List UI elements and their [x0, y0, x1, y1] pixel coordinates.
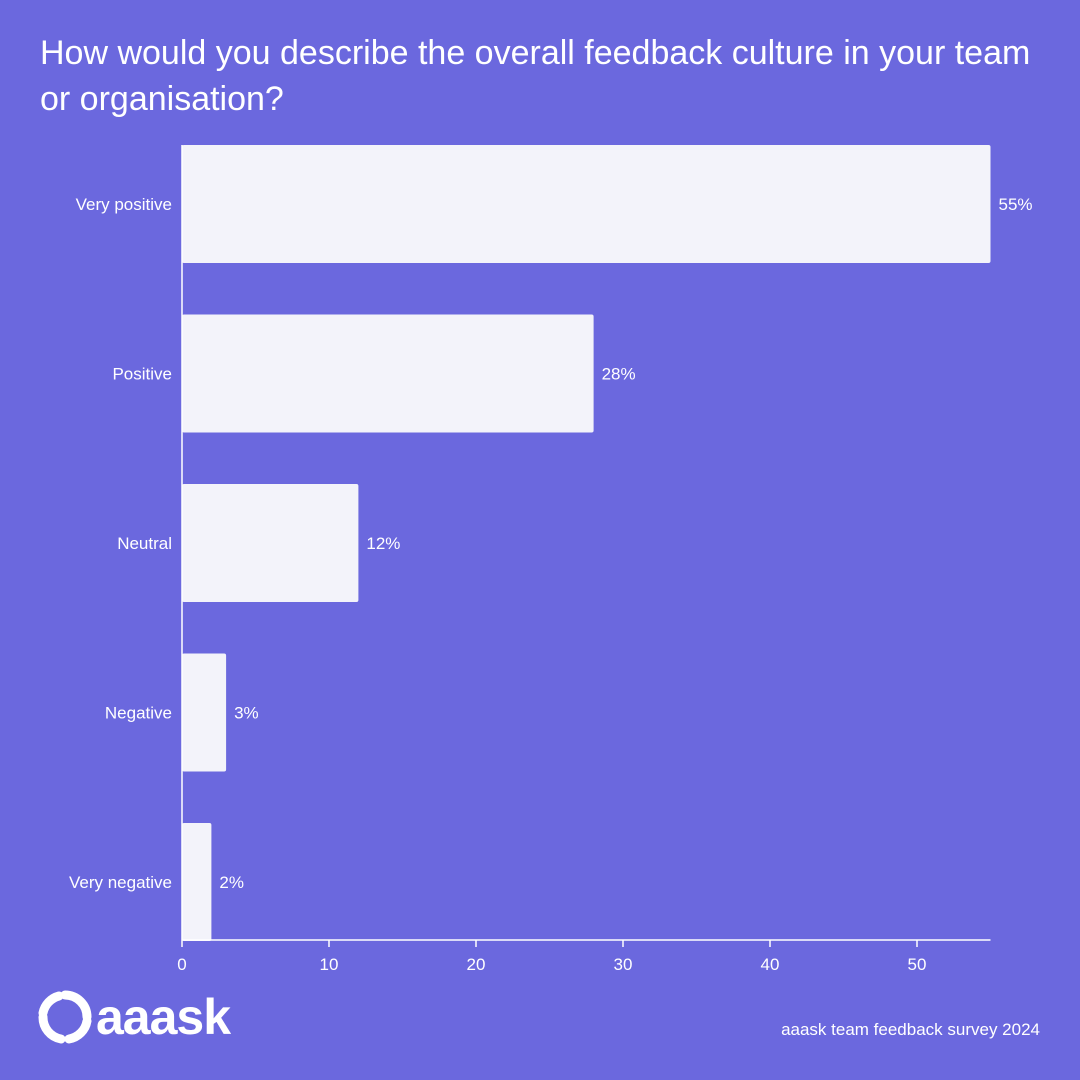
category-label: Very positive: [76, 195, 172, 214]
chart-title: How would you describe the overall feedb…: [40, 34, 1031, 118]
x-tick-label: 30: [614, 955, 633, 974]
data-label: 55%: [999, 195, 1033, 214]
brand-logo: aaask: [38, 989, 231, 1045]
bars-layer: Very positive 55% Positive 28% Neutral 12% Neg…: [69, 145, 1033, 941]
x-tick-label: 10: [320, 955, 339, 974]
source-note: aaask team feedback survey 2024: [781, 1020, 1040, 1039]
category-label: Negative: [105, 704, 172, 723]
axis-layer: 0 10 20 30 40 50: [177, 145, 991, 974]
bar-neutral: [182, 484, 359, 602]
x-tick-label: 40: [761, 955, 780, 974]
category-label: Neutral: [117, 534, 172, 553]
data-label: 2%: [219, 873, 244, 892]
logo-text: aaask: [96, 989, 231, 1045]
x-tick-label: 20: [467, 955, 486, 974]
x-tick-label: 0: [177, 955, 186, 974]
data-label: 3%: [234, 704, 259, 723]
bar-negative: [182, 653, 227, 772]
x-tick-label: 50: [908, 955, 927, 974]
aaask-ring-icon: [38, 990, 92, 1044]
category-label: Positive: [112, 365, 172, 384]
data-label: 28%: [602, 365, 636, 384]
bar-chart: Very positive 55% Positive 28% Neutral 12% Neg…: [69, 145, 1033, 974]
category-label: Very negative: [69, 873, 172, 892]
bar-positive: [182, 314, 594, 433]
bar-very-positive: [182, 145, 991, 263]
data-label: 12%: [366, 534, 400, 553]
bar-very-negative: [182, 823, 212, 941]
